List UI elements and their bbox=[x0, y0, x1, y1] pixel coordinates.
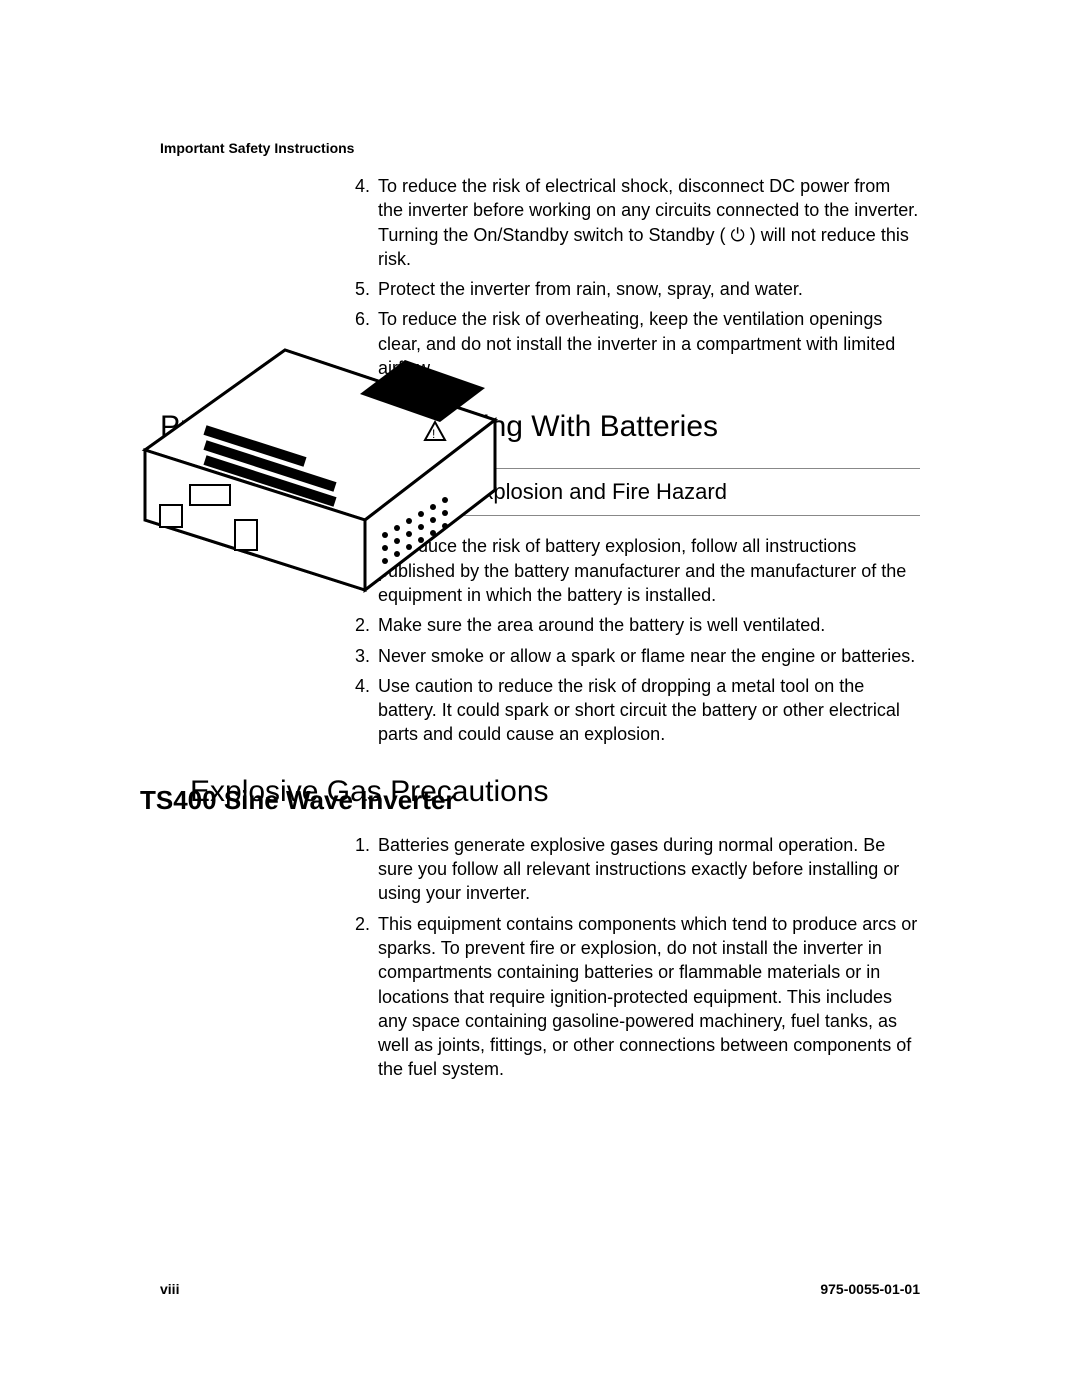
top-list: 4.To reduce the risk of electrical shock… bbox=[350, 174, 920, 380]
item-number: 3. bbox=[350, 644, 378, 668]
item-number: 4. bbox=[350, 674, 378, 747]
warning-heading: WARNING: Explosion and Fire Hazard bbox=[350, 468, 920, 516]
footer-doc-number: 975-0055-01-01 bbox=[820, 1281, 920, 1297]
item-text: Make sure the area around the battery is… bbox=[378, 613, 920, 637]
item-text: To reduce the risk of overheating, keep … bbox=[378, 307, 920, 380]
item-text: To reduce the risk of battery explosion,… bbox=[378, 534, 920, 607]
item-text: To reduce the risk of electrical shock, … bbox=[378, 174, 920, 271]
overlay-product-title: TS400 Sine Wave Inverter bbox=[140, 785, 456, 816]
gas-list: 1.Batteries generate explosive gases dur… bbox=[350, 833, 920, 1082]
footer-page-number: viii bbox=[160, 1281, 179, 1297]
list-item: 1.Batteries generate explosive gases dur… bbox=[350, 833, 920, 906]
list-item: 4.To reduce the risk of electrical shock… bbox=[350, 174, 920, 271]
item-number: 4. bbox=[350, 174, 378, 271]
item-number: 1. bbox=[350, 534, 378, 607]
warning-list: 1.To reduce the risk of battery explosio… bbox=[350, 534, 920, 746]
item-text: Batteries generate explosive gases durin… bbox=[378, 833, 920, 906]
item-number: 2. bbox=[350, 912, 378, 1082]
list-item: 5.Protect the inverter from rain, snow, … bbox=[350, 277, 920, 301]
item-text: Never smoke or allow a spark or flame ne… bbox=[378, 644, 920, 668]
list-item: 1.To reduce the risk of battery explosio… bbox=[350, 534, 920, 607]
item-text: This equipment contains components which… bbox=[378, 912, 920, 1082]
list-item: 2.Make sure the area around the battery … bbox=[350, 613, 920, 637]
list-item: 4.Use caution to reduce the risk of drop… bbox=[350, 674, 920, 747]
item-number: 5. bbox=[350, 277, 378, 301]
item-text: Use caution to reduce the risk of droppi… bbox=[378, 674, 920, 747]
section-heading-batteries: Precautions When Working With Batteries bbox=[160, 410, 920, 444]
list-item: 3.Never smoke or allow a spark or flame … bbox=[350, 644, 920, 668]
item-number: 1. bbox=[350, 833, 378, 906]
list-item: 6.To reduce the risk of overheating, kee… bbox=[350, 307, 920, 380]
list-item: 2.This equipment contains components whi… bbox=[350, 912, 920, 1082]
item-number: 6. bbox=[350, 307, 378, 380]
page-header: Important Safety Instructions bbox=[160, 140, 920, 156]
item-text: Protect the inverter from rain, snow, sp… bbox=[378, 277, 920, 301]
item-number: 2. bbox=[350, 613, 378, 637]
